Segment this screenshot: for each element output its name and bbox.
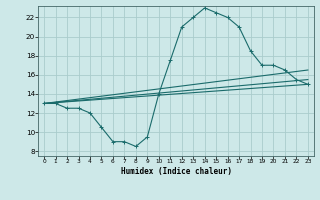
X-axis label: Humidex (Indice chaleur): Humidex (Indice chaleur): [121, 167, 231, 176]
